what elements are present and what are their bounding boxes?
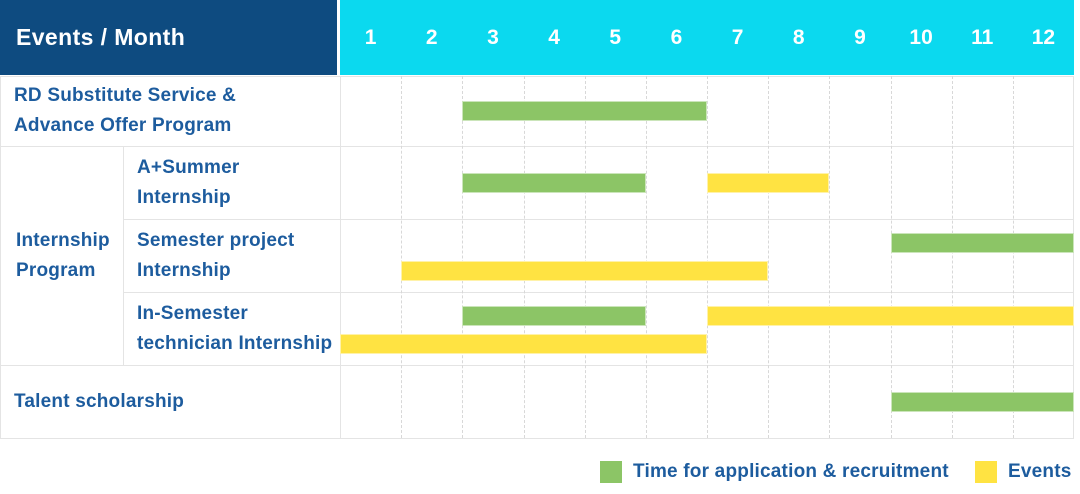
grid-line xyxy=(340,76,341,438)
month-header-8: 8 xyxy=(792,25,805,49)
month-header-1: 1 xyxy=(364,25,377,49)
event-bar xyxy=(707,306,1074,326)
month-gridline xyxy=(707,76,708,438)
grid-line xyxy=(123,292,1074,293)
month-header-4: 4 xyxy=(548,25,560,49)
month-header-5: 5 xyxy=(609,25,622,49)
application-recruitment-bar xyxy=(462,172,646,193)
month-header-bar: 1 2 3 4 5 6 7 8 9 10 11 12 xyxy=(340,0,1074,75)
month-header-3: 3 xyxy=(487,25,499,49)
grid-line xyxy=(0,76,1074,77)
event-bar xyxy=(707,172,830,193)
month-header-6: 6 xyxy=(670,25,683,49)
legend-item-application: Time for application & recruitment xyxy=(600,461,949,483)
grid-line xyxy=(0,76,1,438)
row-label-a-plus-summer-internship: A+Summer Internship xyxy=(137,156,240,208)
month-gridline xyxy=(768,76,770,438)
event-bar xyxy=(340,334,707,354)
grid-line xyxy=(0,438,1074,439)
month-header-9: 9 xyxy=(854,25,866,49)
legend-label-application: Time for application & recruitment xyxy=(633,461,949,482)
month-gridline xyxy=(1012,76,1014,438)
grid-line xyxy=(123,146,124,365)
grid-line xyxy=(0,146,1074,147)
legend-item-events: Events xyxy=(975,461,1072,483)
month-header-10: 10 xyxy=(909,25,933,49)
row-label-semester-project-internship: Semester project Internship xyxy=(137,229,295,281)
month-gridline xyxy=(584,76,586,438)
month-gridline xyxy=(829,76,831,438)
application-swatch-icon xyxy=(600,461,622,483)
month-header-7: 7 xyxy=(731,25,744,49)
row-label-rd-substitute-service: RD Substitute Service & Advance Offer Pr… xyxy=(14,85,237,136)
row-label-in-semester-technician-internship: In-Semester technician Internship xyxy=(137,302,333,354)
month-header-11: 11 xyxy=(971,25,994,49)
row-group-label-internship-program: Internship Program xyxy=(16,229,110,281)
grid-line xyxy=(0,365,1074,366)
month-gridline xyxy=(523,76,525,438)
events-swatch-icon xyxy=(975,461,997,483)
month-gridline xyxy=(951,76,953,438)
application-recruitment-bar xyxy=(890,391,1074,412)
row-label-talent-scholarship: Talent scholarship xyxy=(14,390,185,412)
grid-line xyxy=(1073,76,1074,438)
events-month-header-label: Events / Month xyxy=(16,24,186,50)
application-recruitment-bar xyxy=(462,101,707,121)
application-recruitment-bar xyxy=(890,233,1074,253)
month-header-2: 2 xyxy=(425,25,438,49)
month-gridline xyxy=(401,76,403,438)
application-recruitment-bar xyxy=(462,306,646,326)
month-gridline xyxy=(645,76,647,438)
events-month-header-cell: Events / Month xyxy=(0,0,337,75)
grid-line xyxy=(123,219,1074,220)
month-gridline xyxy=(890,76,892,438)
legend-label-events: Events xyxy=(1008,461,1072,482)
month-header-12: 12 xyxy=(1031,25,1056,49)
event-bar xyxy=(401,261,769,281)
month-gridline xyxy=(462,76,464,438)
